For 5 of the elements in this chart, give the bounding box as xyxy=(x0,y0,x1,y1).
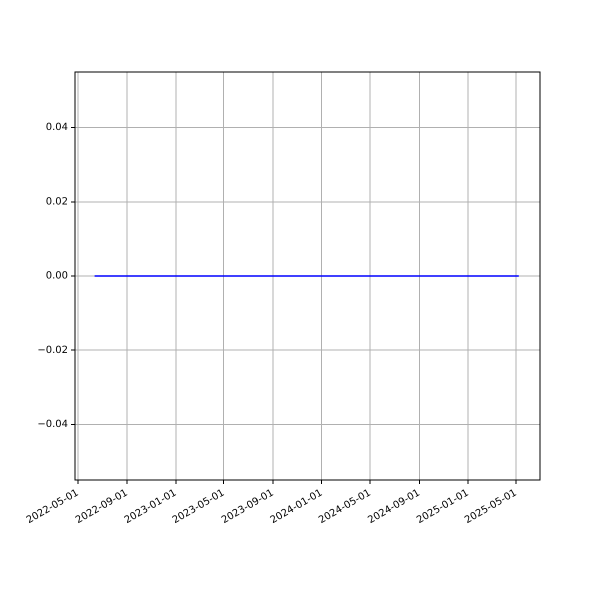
y-tick-label: −0.04 xyxy=(37,418,68,430)
y-tick-label: 0.04 xyxy=(46,122,68,134)
y-tick-label: 0.02 xyxy=(46,196,68,208)
y-tick-label: 0.00 xyxy=(46,270,68,282)
y-tick-label: −0.02 xyxy=(37,344,68,356)
